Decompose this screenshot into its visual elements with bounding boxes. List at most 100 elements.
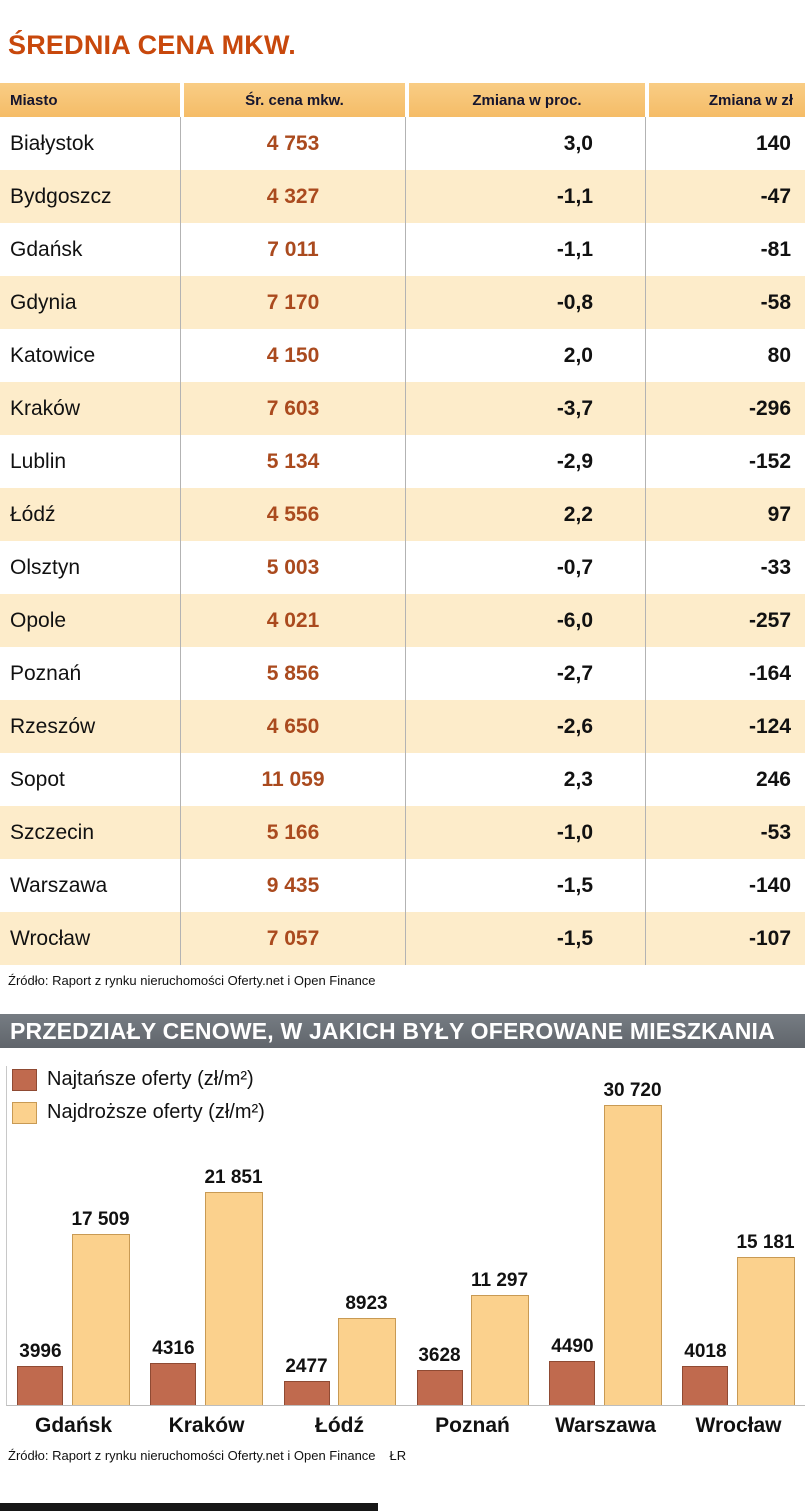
- table-row: Katowice 4 150 2,0 80: [0, 329, 805, 382]
- legend-label-most-expensive: Najdroższe oferty (zł/m²): [47, 1101, 265, 1123]
- cheap-bar: [150, 1363, 197, 1405]
- table-row: Szczecin 5 166 -1,0 -53: [0, 806, 805, 859]
- price-cell: 5 856: [180, 647, 405, 700]
- table-section-title: ŚREDNIA CENA MKW.: [8, 30, 296, 60]
- price-cell: 7 170: [180, 276, 405, 329]
- bar-value-label: 8923: [345, 1293, 388, 1314]
- category-label: Warszawa: [555, 1414, 656, 1437]
- city-cell: Gdynia: [0, 276, 180, 329]
- city-cell: Szczecin: [0, 806, 180, 859]
- city-cell: Opole: [0, 594, 180, 647]
- pct-change-cell: -0,7: [405, 541, 645, 594]
- bar-group: 4490 30 720: [539, 1080, 672, 1405]
- most-expensive-swatch-icon: [12, 1101, 37, 1124]
- cheap-bar-wrap: 4490: [549, 1336, 596, 1405]
- expensive-bar: [71, 1234, 130, 1405]
- pct-change-cell: -1,1: [405, 170, 645, 223]
- pct-change-cell: 2,2: [405, 488, 645, 541]
- bar-group: 3996 17 509: [7, 1209, 140, 1405]
- zl-change-cell: -53: [645, 806, 805, 859]
- zl-change-cell: -152: [645, 435, 805, 488]
- city-cell: Bydgoszcz: [0, 170, 180, 223]
- cropped-next-section-bar: [0, 1503, 378, 1511]
- infographic: ŚREDNIA CENA MKW. Miasto Śr. cena mkw. Z…: [0, 30, 805, 1511]
- table-row: Olsztyn 5 003 -0,7 -33: [0, 541, 805, 594]
- zl-change-cell: 140: [645, 117, 805, 170]
- expensive-bar: [204, 1192, 263, 1405]
- zl-change-cell: -296: [645, 382, 805, 435]
- price-cell: 7 011: [180, 223, 405, 276]
- zl-change-cell: -140: [645, 859, 805, 912]
- city-cell: Łódź: [0, 488, 180, 541]
- zl-change-cell: -47: [645, 170, 805, 223]
- price-cell: 4 150: [180, 329, 405, 382]
- table-row: Rzeszów 4 650 -2,6 -124: [0, 700, 805, 753]
- column-header-pct-change: Zmiana w proc.: [405, 83, 645, 117]
- price-cell: 11 059: [180, 753, 405, 806]
- expensive-bar-wrap: 11 297: [470, 1270, 529, 1405]
- table-row: Lublin 5 134 -2,9 -152: [0, 435, 805, 488]
- category-label: Poznań: [435, 1414, 510, 1437]
- price-cell: 4 021: [180, 594, 405, 647]
- city-cell: Katowice: [0, 329, 180, 382]
- expensive-bar: [337, 1318, 396, 1405]
- city-cell: Sopot: [0, 753, 180, 806]
- expensive-bar-wrap: 15 181: [736, 1232, 795, 1405]
- zl-change-cell: -58: [645, 276, 805, 329]
- price-cell: 4 556: [180, 488, 405, 541]
- bar-value-label: 4018: [684, 1341, 727, 1362]
- bar-value-label: 3628: [418, 1345, 461, 1366]
- expensive-bar: [603, 1105, 662, 1405]
- zl-change-cell: -107: [645, 912, 805, 965]
- price-cell: 4 753: [180, 117, 405, 170]
- table-row: Warszawa 9 435 -1,5 -140: [0, 859, 805, 912]
- bar-value-label: 21 851: [204, 1167, 263, 1188]
- cheap-bar: [682, 1366, 729, 1405]
- expensive-bar: [736, 1257, 795, 1405]
- zl-change-cell: 80: [645, 329, 805, 382]
- cheap-bar: [549, 1361, 596, 1405]
- table-row: Sopot 11 059 2,3 246: [0, 753, 805, 806]
- table-row: Łódź 4 556 2,2 97: [0, 488, 805, 541]
- zl-change-cell: -257: [645, 594, 805, 647]
- pct-change-cell: -1,5: [405, 859, 645, 912]
- bar-value-label: 30 720: [603, 1080, 662, 1101]
- bar-value-label: 2477: [285, 1356, 328, 1377]
- price-cell: 5 134: [180, 435, 405, 488]
- zl-change-cell: -164: [645, 647, 805, 700]
- pct-change-cell: 3,0: [405, 117, 645, 170]
- city-cell: Gdańsk: [0, 223, 180, 276]
- pct-change-cell: -2,7: [405, 647, 645, 700]
- pct-change-cell: -0,8: [405, 276, 645, 329]
- cheap-bar-wrap: 3628: [416, 1345, 463, 1405]
- chart-footer: Źródło: Raport z rynku nieruchomości Ofe…: [8, 1448, 805, 1463]
- city-cell: Lublin: [0, 435, 180, 488]
- price-cell: 7 057: [180, 912, 405, 965]
- pct-change-cell: -1,0: [405, 806, 645, 859]
- cheapest-swatch-icon: [12, 1068, 37, 1091]
- city-cell: Kraków: [0, 382, 180, 435]
- table-row: Poznań 5 856 -2,7 -164: [0, 647, 805, 700]
- category-label: Gdańsk: [34, 1414, 113, 1437]
- city-cell: Warszawa: [0, 859, 180, 912]
- legend-item-most-expensive: Najdroższe oferty (zł/m²): [12, 1101, 265, 1124]
- cheap-bar: [416, 1370, 463, 1405]
- table-row: Opole 4 021 -6,0 -257: [0, 594, 805, 647]
- legend-item-cheapest: Najtańsze oferty (zł/m²): [12, 1068, 265, 1091]
- chart-section-title: PRZEDZIAŁY CENOWE, W JAKICH BYŁY OFEROWA…: [0, 1014, 805, 1048]
- cheap-bar-wrap: 4018: [682, 1341, 729, 1405]
- expensive-bar-wrap: 30 720: [603, 1080, 662, 1405]
- column-header-price: Śr. cena mkw.: [180, 83, 405, 117]
- price-cell: 4 327: [180, 170, 405, 223]
- category-label: Łódź: [315, 1414, 364, 1437]
- category-axis: Gdańsk Kraków Łódź Poznań Warszawa Wrocław: [7, 1406, 805, 1438]
- bar-group: 3628 11 297: [406, 1270, 539, 1405]
- bar-value-label: 4490: [551, 1336, 594, 1357]
- zl-change-cell: 246: [645, 753, 805, 806]
- bar-group: 4316 21 851: [140, 1167, 273, 1405]
- city-cell: Olsztyn: [0, 541, 180, 594]
- bar-value-label: 4316: [152, 1338, 195, 1359]
- chart-legend: Najtańsze oferty (zł/m²) Najdroższe ofer…: [12, 1068, 265, 1124]
- category-label: Wrocław: [695, 1414, 782, 1437]
- pct-change-cell: -1,1: [405, 223, 645, 276]
